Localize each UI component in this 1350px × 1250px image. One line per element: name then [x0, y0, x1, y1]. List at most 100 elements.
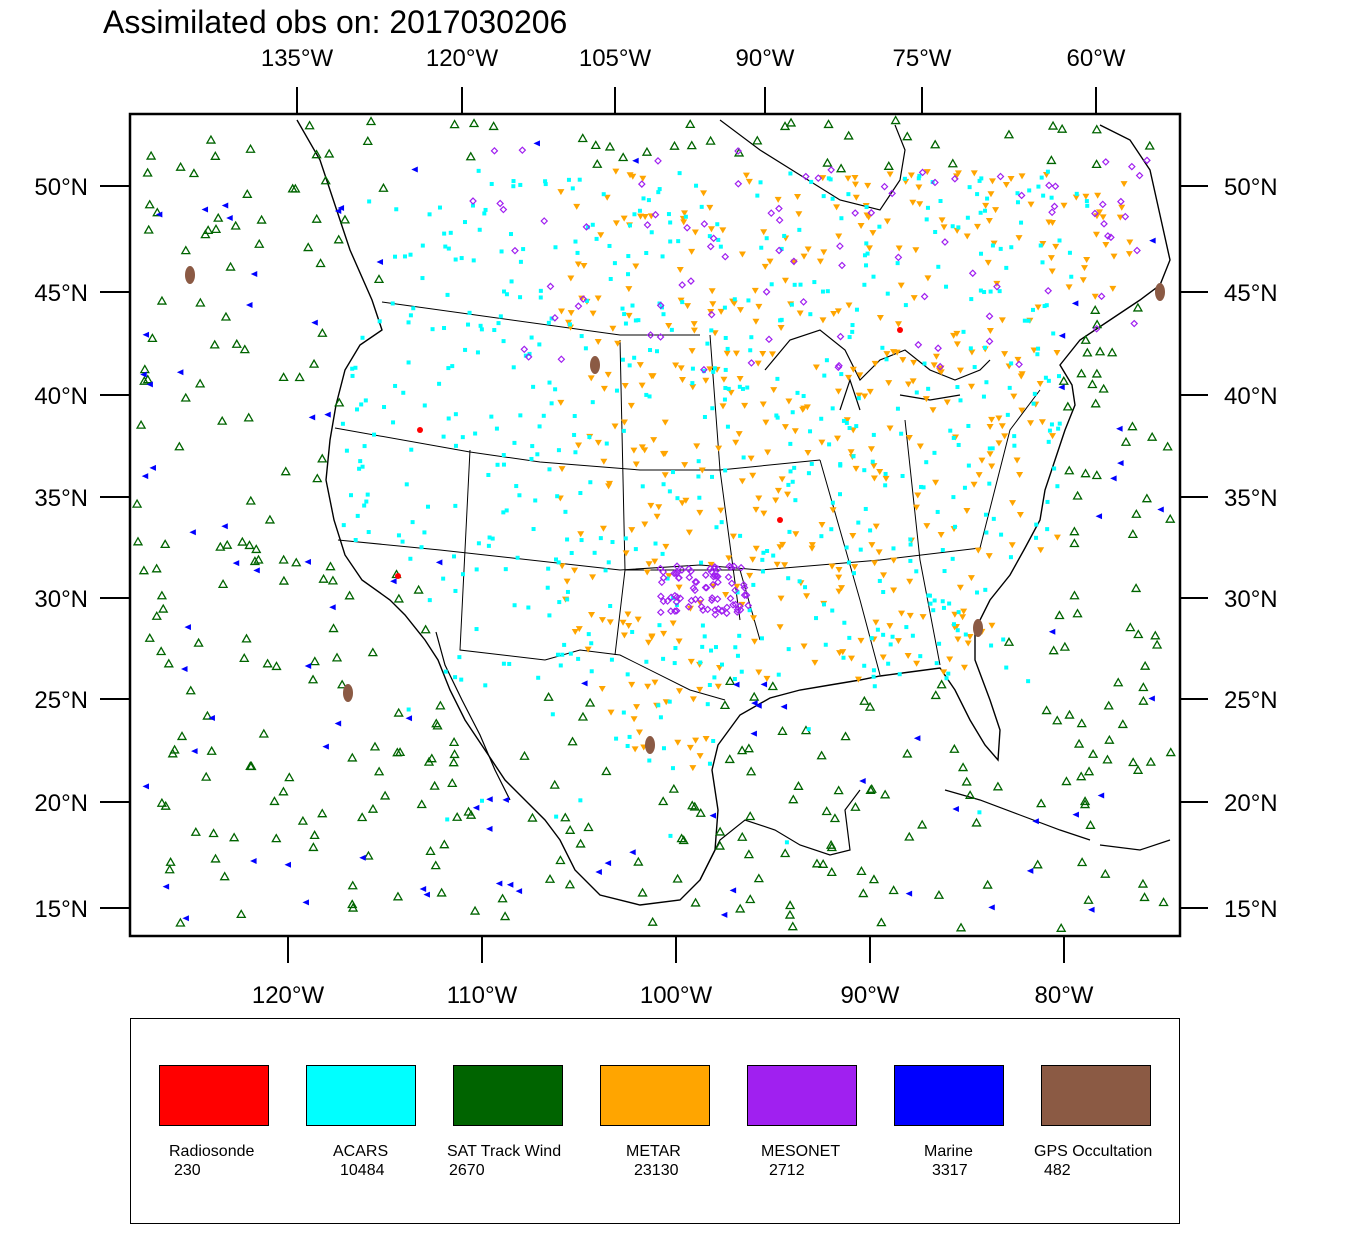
acars-marker: [677, 171, 682, 176]
metar-marker: [702, 736, 710, 743]
sat-track-wind-marker: [936, 679, 947, 689]
metar-marker: [954, 636, 962, 643]
metar-marker: [604, 371, 612, 378]
marine-marker: [486, 796, 493, 803]
sat-track-wind-marker: [930, 690, 941, 700]
acars-marker: [446, 246, 451, 251]
acars-marker: [340, 421, 345, 426]
metar-marker: [598, 686, 606, 693]
metar-marker: [816, 258, 824, 265]
acars-marker: [518, 182, 523, 187]
acars-marker: [529, 456, 534, 461]
metar-marker: [845, 374, 853, 381]
acars-marker: [442, 231, 447, 236]
metar-marker: [829, 507, 837, 514]
sat-track-wind-marker: [468, 118, 480, 128]
acars-marker: [649, 230, 654, 235]
great-lakes: [764, 329, 991, 411]
acars-marker: [803, 585, 808, 590]
metar-marker: [687, 658, 695, 665]
marine-marker: [423, 891, 430, 898]
metar-marker: [707, 226, 715, 233]
map-frame: [128, 112, 1182, 938]
acars-marker: [531, 527, 536, 532]
metar-marker: [953, 341, 961, 348]
legend-item-acars: ACARS 10484: [306, 1019, 456, 1225]
sat-track-wind-marker: [658, 796, 669, 806]
acars-marker: [917, 173, 922, 178]
metar-marker: [899, 357, 907, 364]
gps-occultation-marker: [973, 619, 983, 637]
acars-marker: [410, 520, 415, 525]
acars-marker: [453, 503, 458, 508]
acars-marker: [536, 675, 541, 680]
acars-marker: [473, 431, 478, 436]
metar-marker: [1010, 393, 1018, 400]
acars-marker: [453, 588, 458, 593]
sat-track-wind-marker: [1079, 799, 1091, 809]
mesonet-marker: [718, 606, 726, 615]
acars-marker: [955, 385, 960, 390]
metar-marker: [938, 217, 946, 224]
acars-marker: [547, 380, 552, 385]
acars-marker: [419, 545, 424, 550]
acars-marker: [633, 547, 638, 552]
acars-marker: [608, 603, 613, 608]
gps-occultation-marker: [343, 684, 353, 702]
sat-track-wind-marker: [592, 158, 603, 168]
acars-marker: [443, 669, 448, 674]
sat-track-wind-marker: [735, 903, 746, 913]
sat-track-wind-marker: [811, 858, 823, 868]
sat-track-wind-marker: [167, 748, 178, 758]
sat-track-wind-marker: [242, 189, 253, 198]
acars-marker: [427, 212, 432, 217]
sat-track-wind-marker: [686, 140, 697, 150]
acars-marker: [1047, 428, 1052, 433]
sat-track-wind-marker: [156, 797, 168, 807]
acars-marker: [984, 530, 989, 535]
acars-marker: [537, 424, 542, 429]
metar-marker: [729, 533, 737, 540]
sat-track-wind-marker: [577, 711, 589, 721]
acars-marker: [797, 579, 802, 584]
metar-marker: [907, 172, 915, 179]
metar-marker: [834, 435, 842, 442]
metar-marker: [835, 574, 843, 581]
acars-marker: [422, 530, 427, 535]
acars-marker: [1051, 331, 1056, 336]
marine-marker: [390, 578, 397, 585]
acars-marker: [446, 366, 451, 371]
acars-marker: [999, 532, 1004, 537]
acars-marker: [709, 648, 714, 653]
top-lon-label: 120°W: [426, 45, 499, 72]
acars-marker: [408, 556, 413, 561]
acars-marker: [871, 674, 876, 679]
sat-track-wind-marker: [949, 743, 960, 753]
acars-marker: [1043, 375, 1048, 380]
marine-marker: [149, 464, 156, 471]
acars-marker: [806, 727, 811, 732]
acars-marker: [1004, 265, 1009, 270]
acars-marker: [573, 239, 578, 244]
acars-marker: [396, 533, 401, 538]
metar-marker: [835, 388, 843, 395]
marine-marker: [162, 883, 170, 890]
acars-marker: [575, 250, 580, 255]
metar-marker: [760, 229, 768, 236]
acars-marker: [944, 676, 949, 681]
acars-marker: [927, 593, 932, 598]
mesonet-marker: [801, 172, 810, 181]
mesonet-marker: [799, 298, 808, 306]
acars-marker: [627, 734, 632, 739]
acars-marker: [372, 432, 377, 437]
acars-marker: [620, 306, 625, 311]
acars-marker: [1055, 484, 1060, 489]
sat-track-wind-marker: [208, 828, 219, 838]
marine-marker: [760, 681, 768, 688]
mesonet-marker: [722, 609, 731, 618]
metar-marker: [953, 330, 961, 337]
legend-count: 482: [1044, 1162, 1071, 1179]
acars-marker: [760, 557, 765, 562]
sat-track-wind-marker: [158, 603, 169, 613]
acars-marker: [460, 435, 465, 440]
